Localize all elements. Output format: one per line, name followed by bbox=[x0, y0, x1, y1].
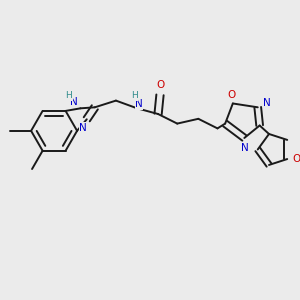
Text: N: N bbox=[135, 99, 143, 110]
Text: O: O bbox=[228, 90, 236, 100]
Text: N: N bbox=[263, 98, 271, 107]
Text: H: H bbox=[131, 91, 137, 100]
Text: O: O bbox=[293, 154, 300, 164]
Text: N: N bbox=[242, 142, 249, 153]
Text: H: H bbox=[65, 92, 72, 100]
Text: N: N bbox=[70, 97, 78, 106]
Text: O: O bbox=[156, 80, 164, 90]
Text: N: N bbox=[79, 123, 87, 133]
